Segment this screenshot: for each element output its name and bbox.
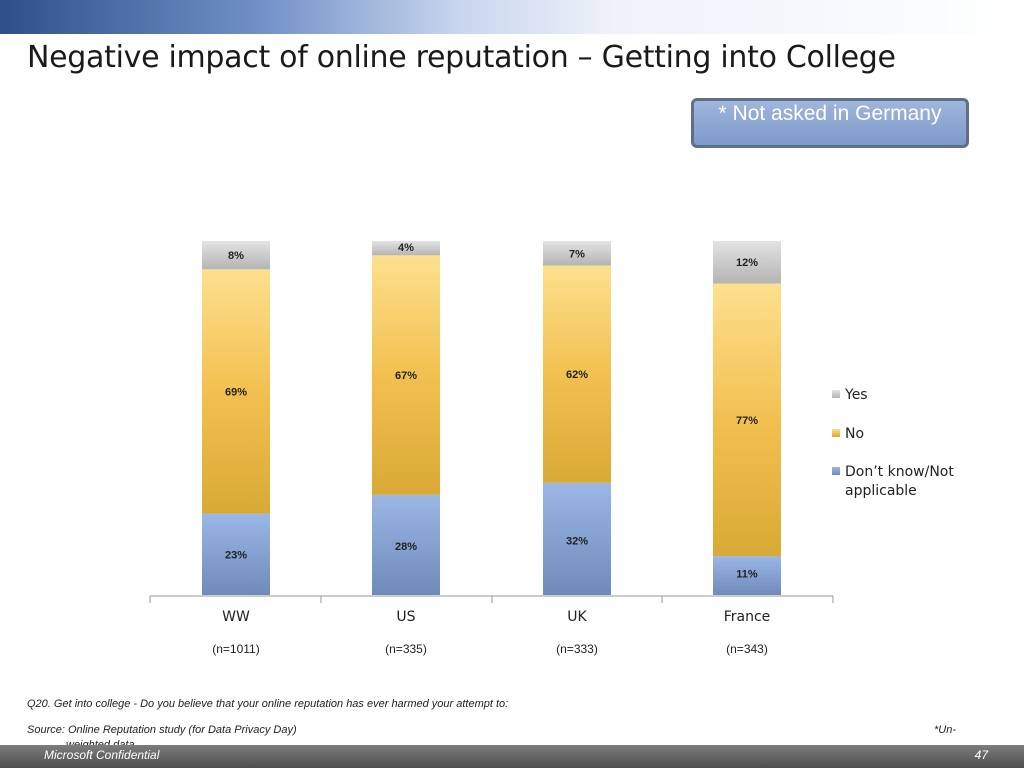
legend-swatch-no	[832, 429, 840, 437]
sample-size-france: (n=343)	[726, 642, 768, 656]
legend-label-no: No	[845, 426, 864, 442]
bar-no-uk	[543, 265, 611, 483]
data-label-yes-france: 12%	[736, 257, 758, 269]
bar-yes-uk	[543, 241, 611, 266]
legend-label-yes: Yes	[844, 387, 868, 403]
bar-no-france	[713, 283, 781, 557]
bar-yes-us	[372, 241, 440, 256]
legend-swatch-yes	[832, 390, 840, 398]
bar-yes-ww	[202, 241, 270, 270]
sample-size-us: (n=335)	[385, 642, 427, 656]
bar-dontknow-ww	[202, 513, 270, 595]
sample-size-uk: (n=333)	[556, 642, 598, 656]
sample-size-ww: (n=1011)	[212, 642, 260, 656]
data-label-dontknow-us: 28%	[395, 541, 417, 553]
question-text: Q20. Get into college - Do you believe t…	[27, 698, 509, 710]
data-label-yes-us: 4%	[398, 242, 414, 254]
source-text: Source: Online Reputation study (for Dat…	[27, 724, 297, 736]
data-label-no-us: 67%	[395, 370, 417, 382]
top-band	[0, 0, 1024, 34]
unweighted-note: *Un-	[934, 724, 957, 736]
germany-note: * Not asked in Germany	[718, 102, 942, 125]
category-label-ww: WW	[222, 609, 250, 625]
page-number: 47	[974, 748, 988, 762]
bar-yes-france	[713, 241, 781, 284]
data-label-yes-ww: 8%	[228, 250, 244, 262]
data-label-dontknow-uk: 32%	[566, 536, 588, 548]
footer-bar: Microsoft Confidential 47	[0, 745, 1024, 768]
stacked-bar-chart: 23% 69% 8% 28% 67% 4% 32% 62% 7% 11% 77% 12% WW US UK…	[149, 241, 954, 625]
bar-no-us	[372, 255, 440, 495]
legend-swatch-dontknow	[832, 467, 840, 475]
confidential-label: Microsoft Confidential	[44, 748, 160, 762]
bar-no-ww	[202, 269, 270, 514]
category-label-france: France	[724, 609, 771, 625]
legend-label-dontknow: Don’t know/Not applicable	[845, 464, 954, 499]
bar-dontknow-france	[713, 556, 781, 595]
bar-dontknow-uk	[543, 482, 611, 595]
data-label-yes-uk: 7%	[569, 248, 585, 260]
slide-title: Negative impact of online reputation – G…	[27, 40, 896, 75]
category-label-uk: UK	[567, 609, 587, 625]
category-label-us: US	[396, 609, 415, 625]
data-label-dontknow-ww: 23%	[225, 549, 247, 561]
data-label-no-uk: 62%	[566, 369, 588, 381]
data-label-no-france: 77%	[736, 415, 758, 427]
bar-dontknow-us	[372, 494, 440, 595]
data-label-dontknow-france: 11%	[736, 568, 758, 580]
germany-note-box: * Not asked in Germany	[691, 98, 969, 148]
data-label-no-ww: 69%	[225, 386, 247, 398]
